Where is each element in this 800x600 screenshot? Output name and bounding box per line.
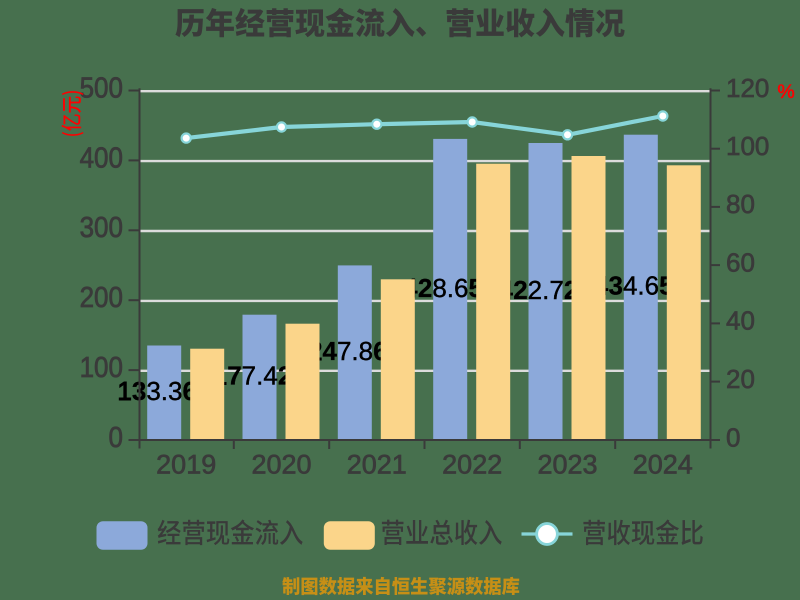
svg-text:434.65: 434.65 [594,271,674,301]
svg-text:100: 100 [726,131,769,161]
svg-text:2021: 2021 [347,450,407,480]
svg-text:60: 60 [726,247,755,277]
svg-text:120: 120 [726,73,769,103]
svg-text:133.36: 133.36 [117,376,197,406]
svg-text:2019: 2019 [156,450,216,480]
svg-text:428.65: 428.65 [403,273,483,303]
svg-text:500: 500 [80,71,123,103]
svg-text:0: 0 [109,421,123,453]
svg-text:300: 300 [80,211,123,243]
svg-text:422.72: 422.72 [499,275,579,305]
svg-text:2020: 2020 [251,450,311,480]
svg-text:%: % [777,81,794,103]
svg-text:100: 100 [80,351,123,383]
svg-text:200: 200 [80,281,123,313]
svg-text:20: 20 [726,364,755,394]
svg-text:400: 400 [80,141,123,173]
svg-text:247.86: 247.86 [308,336,388,366]
svg-text:2022: 2022 [442,450,502,480]
svg-text:2024: 2024 [633,450,693,480]
svg-text:40: 40 [726,306,755,336]
svg-text:80: 80 [726,189,755,219]
svg-text:2023: 2023 [537,450,597,480]
svg-text:177.42: 177.42 [213,361,293,391]
svg-text:0: 0 [726,422,740,452]
